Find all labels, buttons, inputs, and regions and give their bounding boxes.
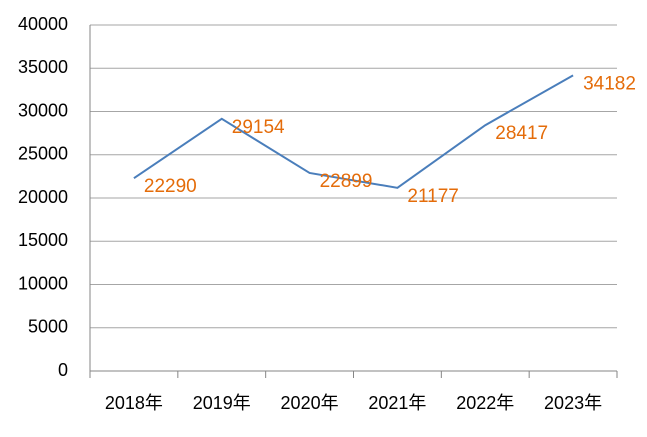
x-tick-label: 2022年 <box>456 393 514 413</box>
y-tick-label: 5000 <box>28 317 68 337</box>
data-label: 34182 <box>583 73 636 94</box>
x-tick-label: 2021年 <box>368 393 426 413</box>
line <box>133 74 574 189</box>
x-tick-label: 2023年 <box>544 393 602 413</box>
data-label: 28417 <box>495 123 548 144</box>
data-label: 29154 <box>232 117 285 138</box>
y-tick-label: 35000 <box>18 57 68 77</box>
x-tick-label: 2019年 <box>193 393 251 413</box>
x-tick-label: 2020年 <box>281 393 339 413</box>
data-label: 21177 <box>407 186 458 207</box>
y-tick-label: 30000 <box>18 100 68 120</box>
y-tick-label: 15000 <box>18 230 68 250</box>
y-tick-label: 0 <box>58 360 68 380</box>
data-label: 22290 <box>144 176 197 197</box>
x-tick-label: 2018年 <box>105 393 163 413</box>
y-tick-label: 10000 <box>18 273 68 293</box>
y-tick-label: 25000 <box>18 144 68 164</box>
data-label: 22899 <box>320 171 373 192</box>
y-tick-label: 20000 <box>18 187 68 207</box>
y-tick-label: 40000 <box>18 14 68 34</box>
